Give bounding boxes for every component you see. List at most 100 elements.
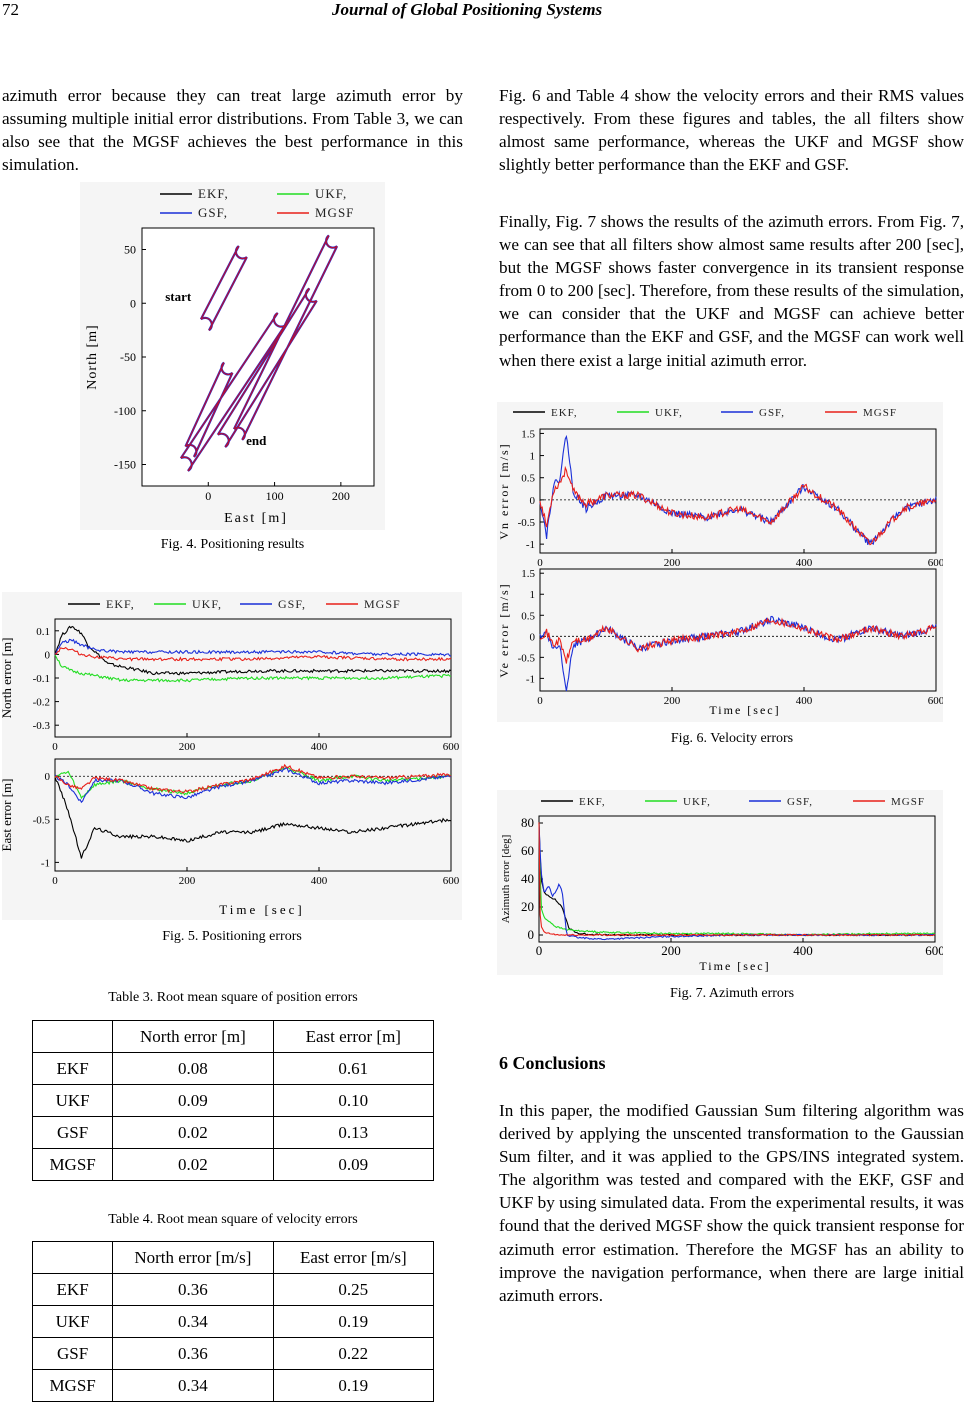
y-tick-label: 60 xyxy=(521,843,534,858)
y-tick-label: -0.5 xyxy=(33,814,51,826)
y-axis-label: Ve error [m/s] xyxy=(497,582,511,677)
y-axis-label: North error [m] xyxy=(2,638,14,719)
table3-caption: Table 3. Root mean square of position er… xyxy=(108,990,358,1005)
x-tick-label: 0 xyxy=(52,875,58,887)
table4-header-row: North error [m/s] East error [m/s] xyxy=(31,1241,435,1274)
fig4-legend-label: EKF, xyxy=(198,186,229,201)
fig5-legend-label: GSF, xyxy=(278,597,306,611)
y-tick-label: -0.1 xyxy=(33,673,50,685)
x-tick-label: 600 xyxy=(928,557,943,569)
x-tick-label: 0 xyxy=(537,557,543,569)
table-row: EKF 0.08 0.61 xyxy=(31,1052,435,1085)
x-tick-label: 600 xyxy=(925,943,943,958)
x-tick-label: 200 xyxy=(179,741,196,753)
series-line-mgsf xyxy=(54,646,452,662)
x-tick-label: 200 xyxy=(664,695,681,707)
y-tick-label: -150 xyxy=(114,458,136,472)
y-axis-label: East error [m] xyxy=(2,779,14,852)
fig7-legend-label: EKF, xyxy=(579,796,606,808)
x-tick-label: 400 xyxy=(796,557,813,569)
table-cell: 0.19 xyxy=(272,1305,435,1338)
y-axis-label: Vn error [m/s] xyxy=(497,442,511,539)
y-tick-label: -0.3 xyxy=(33,720,51,732)
table-header-cell xyxy=(31,1020,114,1053)
table-cell: 0.36 xyxy=(112,1273,274,1306)
table-cell: MGSF xyxy=(31,1369,114,1402)
table-cell: GSF xyxy=(31,1337,114,1370)
conclusions-heading: 6 Conclusions xyxy=(499,1053,606,1073)
page-number: 72 xyxy=(2,0,19,19)
fig5-legend-label: MGSF xyxy=(364,597,401,611)
x-tick-label: 0 xyxy=(536,943,543,958)
series-line-mgsf xyxy=(539,617,937,664)
fig4-legend-label: GSF, xyxy=(198,205,228,220)
table4-caption: Table 4. Root mean square of velocity er… xyxy=(108,1212,358,1227)
table-header-cell: North error [m/s] xyxy=(112,1241,274,1274)
y-tick-label: 0 xyxy=(45,771,51,783)
table-cell: 0.22 xyxy=(272,1337,435,1370)
annotation-end: end xyxy=(246,433,267,448)
x-tick-label: 400 xyxy=(793,943,813,958)
y-tick-label: 1 xyxy=(530,589,536,601)
y-tick-label: 40 xyxy=(521,871,534,886)
x-tick-label: 400 xyxy=(311,741,328,753)
table-cell: 0.10 xyxy=(272,1084,435,1117)
fig4-legend-label: UKF, xyxy=(315,186,347,201)
y-tick-label: -50 xyxy=(120,350,136,364)
y-axis-label: North [m] xyxy=(85,324,100,389)
series-line-ekf xyxy=(54,625,452,676)
fig4-legend-label: MGSF xyxy=(315,205,354,220)
table3-header-row: North error [m] East error [m] xyxy=(31,1020,435,1053)
fig6-legend-label: UKF, xyxy=(655,407,683,419)
y-tick-label: -0.2 xyxy=(33,697,50,709)
table-cell: 0.13 xyxy=(272,1116,435,1149)
table-row: GSF 0.02 0.13 xyxy=(31,1116,435,1149)
y-tick-label: -1 xyxy=(41,857,50,869)
table-cell: GSF xyxy=(31,1116,114,1149)
fig5-legend-label: UKF, xyxy=(192,597,222,611)
y-axis-label: Azimuth error [deg] xyxy=(500,835,512,924)
y-tick-label: 0 xyxy=(530,495,536,507)
y-tick-label: -1 xyxy=(526,673,535,685)
figure-background xyxy=(497,790,943,975)
x-tick-label: 0 xyxy=(52,741,58,753)
x-tick-label: 600 xyxy=(443,875,460,887)
x-tick-label: 0 xyxy=(537,695,543,707)
table-cell: 0.36 xyxy=(112,1337,274,1370)
y-tick-label: 0 xyxy=(130,296,136,310)
table-cell: 0.19 xyxy=(272,1369,435,1402)
table-cell: EKF xyxy=(31,1052,114,1085)
y-tick-label: 0 xyxy=(530,631,536,643)
table-cell: 0.61 xyxy=(272,1052,435,1085)
x-axis-label: Time [sec] xyxy=(709,703,780,717)
figure-background xyxy=(497,402,943,722)
table-header-cell: North error [m] xyxy=(112,1020,274,1053)
right-paragraph-1: Fig. 6 and Table 4 show the velocity err… xyxy=(499,86,964,175)
series-line-mgsf xyxy=(539,465,937,546)
x-tick-label: 600 xyxy=(928,695,943,707)
x-axis-label: Time [sec] xyxy=(699,959,770,973)
x-tick-label: 200 xyxy=(661,943,681,958)
x-tick-label: 0 xyxy=(205,489,211,503)
table-row: MGSF 0.34 0.19 xyxy=(31,1369,435,1402)
table-row: MGSF 0.02 0.09 xyxy=(31,1148,435,1181)
y-tick-label: 50 xyxy=(124,243,136,257)
y-tick-label: 1.5 xyxy=(521,568,535,580)
fig6-caption: Fig. 6. Velocity errors xyxy=(670,731,794,746)
table-header-cell xyxy=(31,1241,114,1274)
series-line-mgsf xyxy=(54,763,452,794)
table-cell: UKF xyxy=(31,1084,114,1117)
fig6-legend-label: MGSF xyxy=(863,407,897,419)
fig7-legend-label: UKF, xyxy=(683,796,711,808)
plot-frame xyxy=(141,227,375,487)
y-tick-label: -1 xyxy=(526,539,535,551)
table-header-cell: East error [m] xyxy=(272,1020,435,1053)
y-tick-label: 0.5 xyxy=(521,473,535,485)
figure-4-positioning-results: EKF, UKF, GSF, MGSF 50 0 -50 -100 -150 0 100 200 Eas… xyxy=(80,182,385,530)
table-3-position-rms: North error [m] East error [m] EKF 0.08 0.61… xyxy=(31,1020,435,1181)
journal-title: Journal of Global Positioning Systems xyxy=(332,0,603,19)
fig5-legend-label: EKF, xyxy=(106,597,135,611)
